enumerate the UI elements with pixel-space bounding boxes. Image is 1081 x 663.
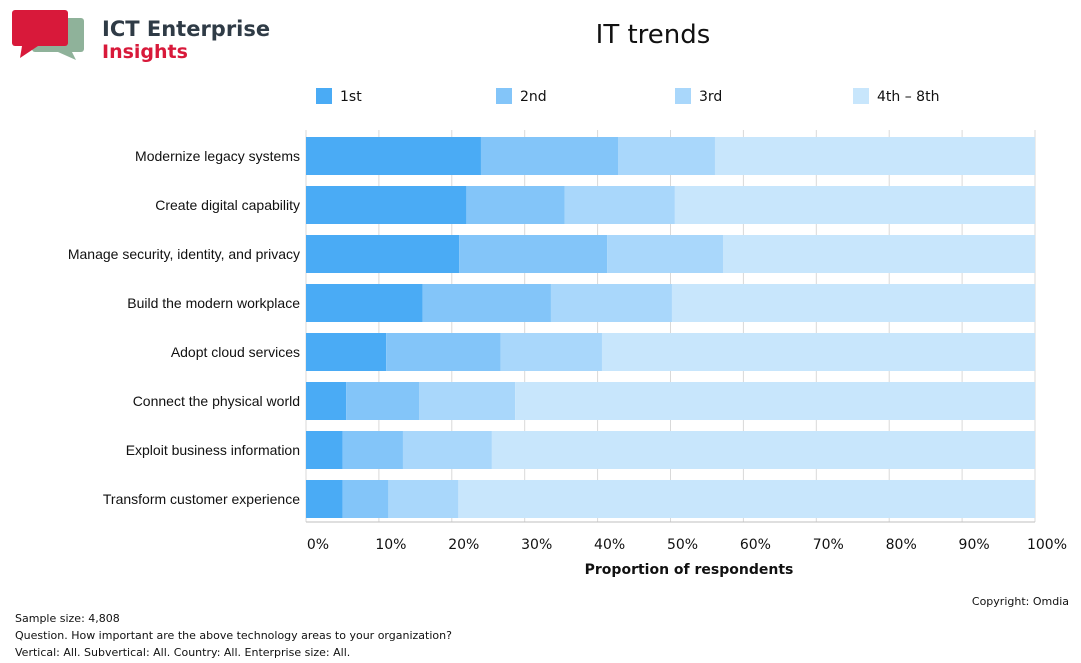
bar-segment: [346, 382, 419, 420]
category-label: Build the modern workplace: [127, 295, 300, 311]
x-axis-title: Proportion of respondents: [585, 562, 794, 578]
category-label: Connect the physical world: [133, 393, 300, 409]
bar-segment: [306, 137, 481, 175]
bar-segment: [607, 235, 723, 273]
bar-segment: [419, 382, 515, 420]
bar-segment: [403, 431, 492, 469]
x-tick-label: 70%: [813, 537, 844, 553]
bar-segment: [342, 431, 403, 469]
legend-swatch: [853, 88, 869, 104]
category-label: Create digital capability: [155, 197, 300, 213]
bar-segment: [459, 235, 607, 273]
category-label: Modernize legacy systems: [135, 148, 300, 164]
bar-segment: [715, 137, 1035, 175]
bar-segment: [618, 137, 715, 175]
x-tick-label: 60%: [740, 537, 771, 553]
bar-segment: [458, 480, 1035, 518]
bar-segment: [675, 186, 1035, 224]
bar-segment: [306, 333, 386, 371]
bar-segment: [723, 235, 1035, 273]
copyright-text: Copyright: Omdia: [972, 595, 1069, 608]
legend-swatch: [316, 88, 332, 104]
legend-label: 3rd: [699, 89, 722, 105]
legend-label: 2nd: [520, 89, 547, 105]
legend-swatch: [675, 88, 691, 104]
legend-swatch: [496, 88, 512, 104]
bar-segment: [492, 431, 1035, 469]
x-tick-label: 80%: [886, 537, 917, 553]
question-text: Question. How important are the above te…: [15, 629, 452, 642]
category-label: Manage security, identity, and privacy: [68, 246, 300, 262]
bar-segment: [602, 333, 1035, 371]
category-label: Exploit business information: [126, 442, 300, 458]
filters-text: Vertical: All. Subvertical: All. Country…: [15, 646, 350, 659]
x-tick-label: 30%: [521, 537, 552, 553]
bar-segment: [342, 480, 388, 518]
bar-segment: [306, 235, 459, 273]
x-tick-label: 40%: [594, 537, 625, 553]
bar-segment: [388, 480, 458, 518]
bar-segment: [466, 186, 564, 224]
category-label: Adopt cloud services: [171, 344, 300, 360]
stacked-bar-chart: 1st 2nd 3rd 4th – 8th Modernize legacy syste…: [0, 0, 1081, 600]
x-tick-label: 20%: [448, 537, 479, 553]
bar-segment: [481, 137, 618, 175]
bar-segment: [423, 284, 551, 322]
bar-segment: [306, 382, 346, 420]
legend-label: 4th – 8th: [877, 89, 939, 105]
bar-segment: [306, 480, 342, 518]
bar-segment: [515, 382, 1035, 420]
x-tick-label: 100%: [1027, 537, 1067, 553]
x-tick-label: 90%: [959, 537, 990, 553]
legend-label: 1st: [340, 89, 362, 105]
bar-segment: [386, 333, 500, 371]
x-tick-label: 0%: [307, 537, 329, 553]
bar-segment: [501, 333, 602, 371]
bar-segment: [551, 284, 672, 322]
bar-segment: [306, 431, 342, 469]
category-label: Transform customer experience: [103, 491, 300, 507]
bar-segment: [565, 186, 675, 224]
x-tick-label: 50%: [667, 537, 698, 553]
bar-segment: [672, 284, 1035, 322]
sample-size-text: Sample size: 4,808: [15, 612, 120, 625]
x-tick-label: 10%: [375, 537, 406, 553]
bar-segment: [306, 284, 423, 322]
bar-segment: [306, 186, 466, 224]
